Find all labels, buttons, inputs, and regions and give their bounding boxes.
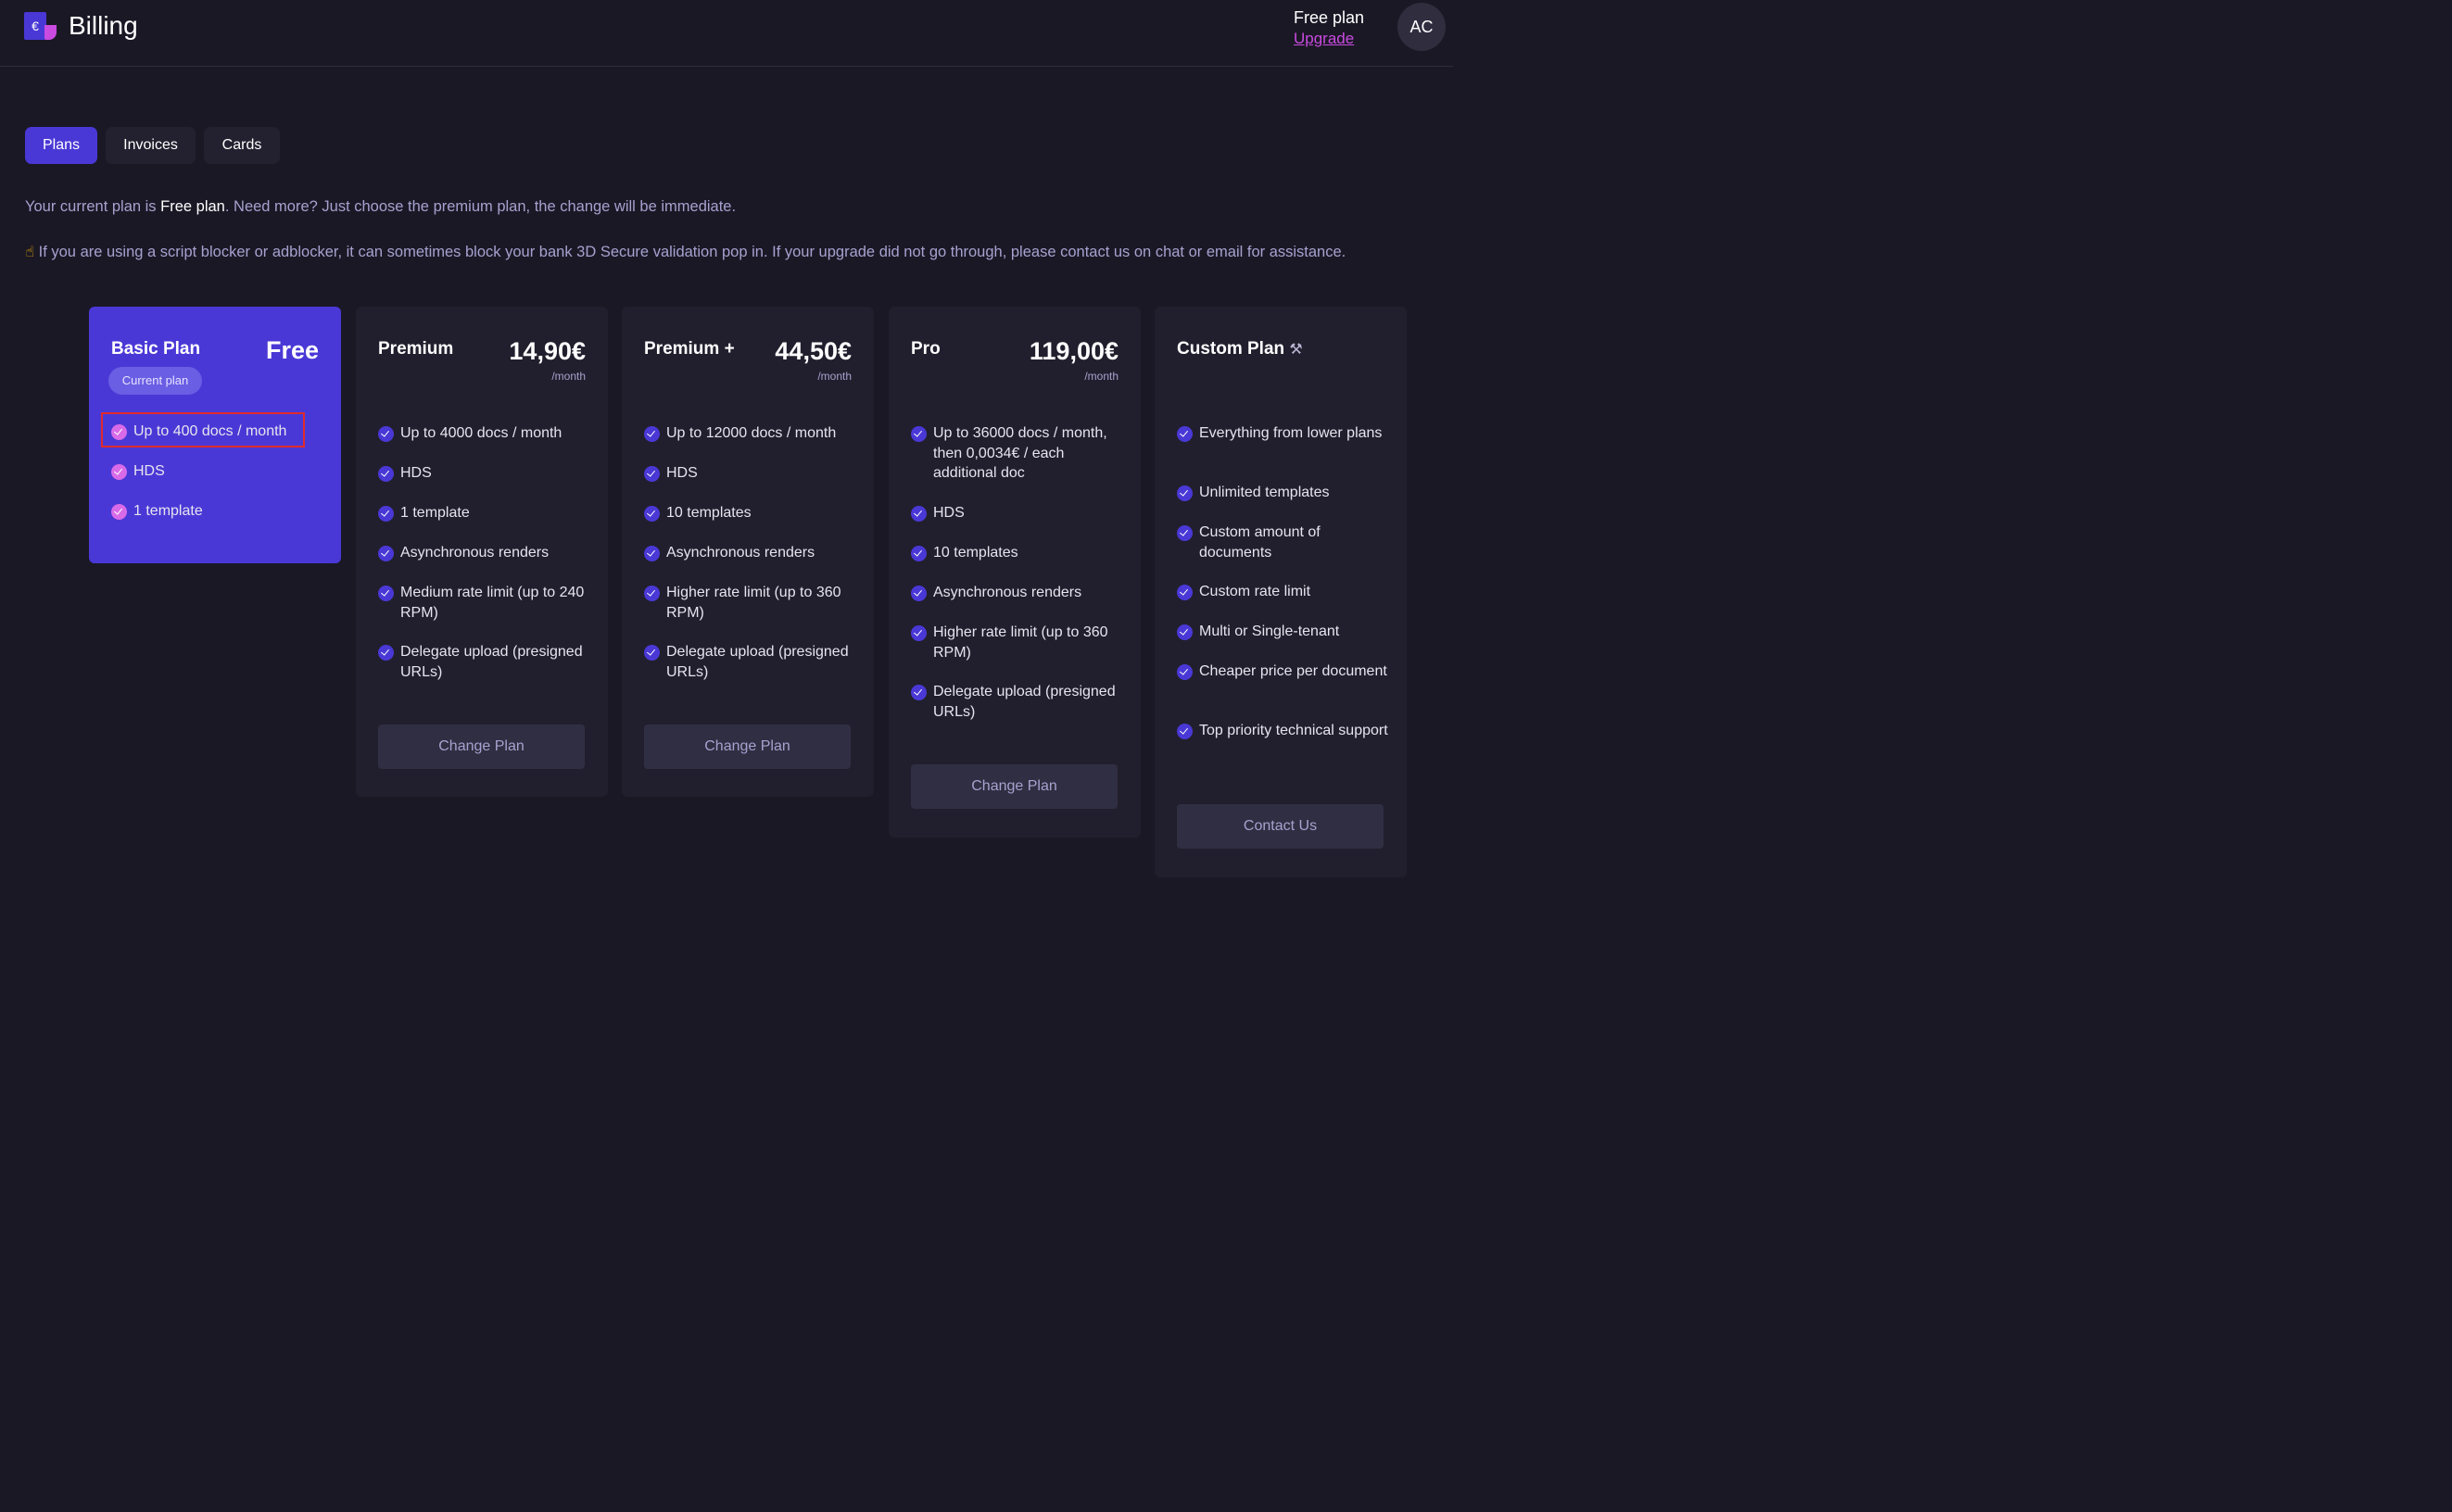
feature-item: 1 template — [378, 503, 591, 523]
euro-icon: € — [24, 12, 46, 40]
feature-item: 1 template — [111, 501, 324, 522]
plan-card-premium-plus: Premium + 44,50€ /month Up to 12000 docs… — [622, 307, 874, 797]
feature-item: HDS — [911, 503, 1124, 523]
feature-item: Delegate upload (presigned URLs) — [378, 642, 591, 682]
check-icon — [644, 426, 660, 442]
tab-invoices[interactable]: Invoices — [106, 127, 196, 164]
check-icon — [911, 426, 927, 442]
plan-price: 119,00€ — [1029, 337, 1119, 365]
current-plan-info: Your current plan is Free plan. Need mor… — [25, 198, 737, 215]
feature-item: Higher rate limit (up to 360 RPM) — [911, 623, 1124, 662]
tools-icon: ⚒ — [1289, 342, 1303, 358]
feature-item: Asynchronous renders — [378, 543, 591, 563]
feature-item: Delegate upload (presigned URLs) — [911, 682, 1124, 722]
feature-item: Delegate upload (presigned URLs) — [644, 642, 857, 682]
check-icon — [1177, 485, 1193, 501]
check-icon — [911, 586, 927, 601]
plan-name: Premium + — [644, 339, 735, 359]
upgrade-link[interactable]: Upgrade — [1294, 30, 1355, 47]
feature-item: Up to 12000 docs / month — [644, 423, 857, 444]
plan-card-premium: Premium 14,90€ /month Up to 4000 docs / … — [356, 307, 608, 797]
feature-item: Unlimited templates — [1177, 483, 1390, 503]
feature-item: Up to 36000 docs / month, then 0,0034€ /… — [911, 423, 1124, 484]
check-icon — [1177, 664, 1193, 680]
check-icon — [111, 504, 127, 520]
highlight-box — [101, 412, 305, 447]
check-icon — [1177, 426, 1193, 442]
check-icon — [644, 506, 660, 522]
pointing-hand-icon: ☝ — [25, 244, 35, 260]
contact-us-button[interactable]: Contact Us — [1177, 804, 1384, 849]
billing-logo-icon: € — [24, 12, 57, 42]
check-icon — [111, 464, 127, 480]
avatar[interactable]: AC — [1397, 3, 1446, 51]
check-icon — [1177, 624, 1193, 640]
plan-name: Pro — [911, 339, 941, 359]
feature-item: Custom rate limit — [1177, 582, 1390, 602]
check-icon — [378, 645, 394, 661]
plan-price: 44,50€ — [775, 337, 852, 365]
check-icon — [911, 546, 927, 561]
check-icon — [911, 685, 927, 700]
feature-item: Everything from lower plans — [1177, 423, 1390, 444]
change-plan-button[interactable]: Change Plan — [911, 764, 1118, 809]
feature-item: Asynchronous renders — [911, 583, 1124, 603]
feature-item: Multi or Single-tenant — [1177, 622, 1390, 642]
feature-item: Custom amount of documents — [1177, 523, 1390, 562]
feature-item: Up to 4000 docs / month — [378, 423, 591, 444]
plan-card-pro: Pro 119,00€ /month Up to 36000 docs / mo… — [889, 307, 1141, 838]
feature-item: 10 templates — [911, 543, 1124, 563]
feature-item: 10 templates — [644, 503, 857, 523]
feature-item: Up to 400 docs / month — [111, 422, 324, 442]
check-icon — [644, 546, 660, 561]
plan-card-custom: Custom Plan ⚒ Everything from lower plan… — [1155, 307, 1407, 877]
check-icon — [1177, 724, 1193, 739]
change-plan-button[interactable]: Change Plan — [378, 724, 585, 769]
check-icon — [911, 506, 927, 522]
adblocker-warning: ☝ If you are using a script blocker or a… — [25, 244, 1346, 260]
current-plan-highlight: Free plan — [160, 198, 225, 215]
plan-name: Premium — [378, 339, 454, 359]
feature-item: Asynchronous renders — [644, 543, 857, 563]
current-plan-badge: Current plan — [108, 367, 202, 395]
tab-plans[interactable]: Plans — [25, 127, 97, 164]
plan-period: /month — [817, 370, 852, 383]
plan-period: /month — [551, 370, 586, 383]
feature-item: HDS — [111, 461, 324, 482]
check-icon — [378, 546, 394, 561]
check-icon — [1177, 585, 1193, 600]
check-icon — [1177, 525, 1193, 541]
plan-price: Free — [265, 336, 319, 364]
page-title: Billing — [69, 11, 138, 40]
feature-item: Top priority technical support — [1177, 721, 1390, 741]
plan-period: /month — [1084, 370, 1119, 383]
check-icon — [111, 424, 127, 440]
check-icon — [378, 506, 394, 522]
check-icon — [644, 586, 660, 601]
check-icon — [378, 426, 394, 442]
plan-name: Basic Plan — [111, 339, 201, 359]
tab-cards[interactable]: Cards — [204, 127, 280, 164]
check-icon — [644, 645, 660, 661]
check-icon — [378, 466, 394, 482]
plan-card-basic: Basic Plan Free Current plan Up to 400 d… — [89, 307, 341, 563]
plan-name: Custom Plan ⚒ — [1177, 339, 1303, 359]
check-icon — [378, 586, 394, 601]
plan-price: 14,90€ — [509, 337, 586, 365]
feature-item: Higher rate limit (up to 360 RPM) — [644, 583, 857, 623]
feature-item: HDS — [378, 463, 591, 484]
plan-status: Free plan Upgrade — [1294, 7, 1368, 50]
feature-item: Cheaper price per document — [1177, 662, 1390, 682]
check-icon — [911, 625, 927, 641]
change-plan-button[interactable]: Change Plan — [644, 724, 851, 769]
feature-item: HDS — [644, 463, 857, 484]
feature-item: Medium rate limit (up to 240 RPM) — [378, 583, 591, 623]
check-icon — [644, 466, 660, 482]
header: € Billing Free plan Upgrade AC — [0, 0, 1453, 67]
current-plan-name: Free plan — [1294, 8, 1365, 27]
